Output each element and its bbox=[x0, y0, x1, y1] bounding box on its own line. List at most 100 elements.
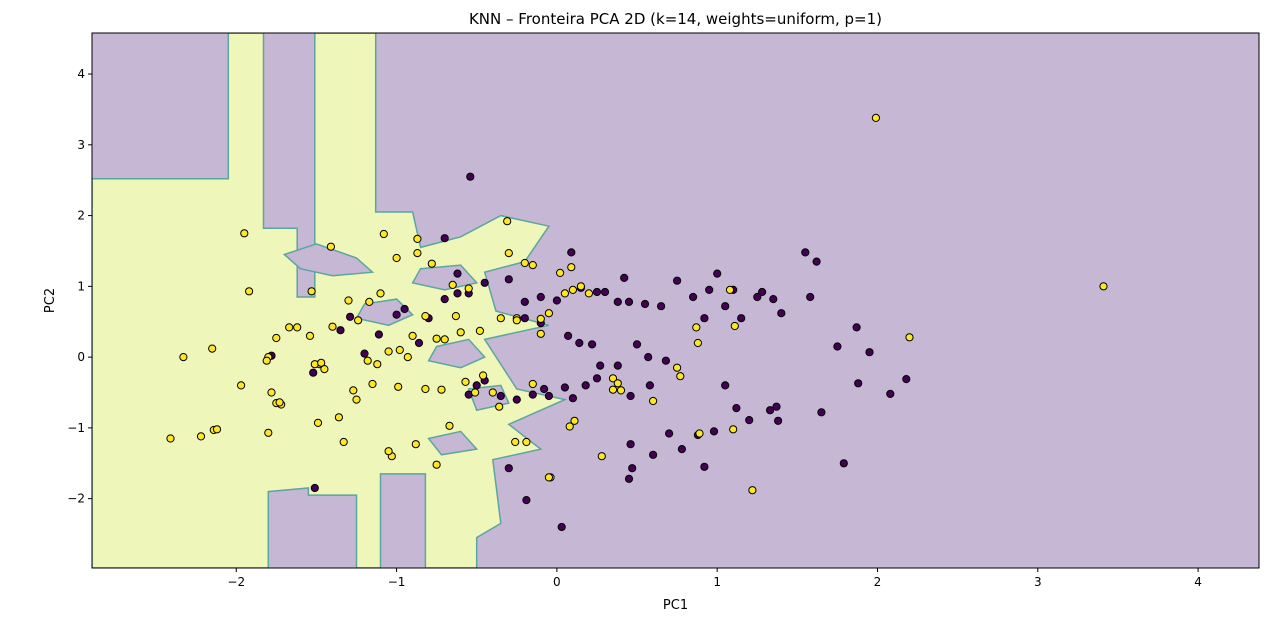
data-point-class-1 bbox=[456, 328, 465, 337]
data-point-class-1 bbox=[495, 402, 504, 411]
data-point-class-1 bbox=[528, 379, 537, 389]
data-point-class-0 bbox=[309, 368, 318, 377]
data-point-class-1 bbox=[673, 363, 682, 372]
data-point-class-1 bbox=[179, 353, 188, 362]
data-point-class-0 bbox=[360, 349, 369, 358]
data-point-class-1 bbox=[413, 249, 422, 258]
data-point-class-1 bbox=[536, 314, 545, 323]
data-point-class-1 bbox=[729, 425, 738, 434]
data-point-class-1 bbox=[544, 473, 554, 482]
data-point-class-1 bbox=[411, 440, 420, 449]
data-point-class-0 bbox=[392, 310, 401, 319]
data-point-class-0 bbox=[700, 314, 709, 323]
data-point-class-1 bbox=[245, 287, 254, 296]
data-point-class-1 bbox=[479, 371, 488, 380]
data-point-class-1 bbox=[427, 259, 436, 268]
data-point-class-1 bbox=[344, 296, 353, 305]
data-point-class-1 bbox=[373, 360, 382, 369]
data-point-class-1 bbox=[339, 437, 348, 447]
data-point-class-1 bbox=[584, 289, 594, 298]
data-point-class-0 bbox=[568, 394, 578, 403]
decision-region-class-0-island-3 bbox=[427, 338, 486, 369]
data-point-class-1 bbox=[368, 379, 377, 389]
x-tick-label: −1 bbox=[388, 575, 406, 589]
x-tick-label: 4 bbox=[1194, 575, 1202, 589]
data-point-class-0 bbox=[806, 292, 815, 302]
data-point-class-1 bbox=[568, 285, 578, 294]
data-point-class-0 bbox=[440, 234, 449, 243]
data-point-class-1 bbox=[317, 358, 326, 367]
data-point-class-1 bbox=[445, 421, 454, 430]
data-point-class-1 bbox=[522, 437, 531, 447]
data-point-class-0 bbox=[839, 459, 848, 468]
data-point-class-0 bbox=[705, 285, 714, 294]
data-point-class-1 bbox=[272, 333, 281, 343]
data-point-class-0 bbox=[552, 296, 562, 305]
data-point-class-1 bbox=[616, 386, 626, 395]
data-point-class-0 bbox=[310, 483, 319, 493]
data-point-class-1 bbox=[313, 418, 323, 427]
data-point-class-1 bbox=[328, 322, 337, 331]
data-point-class-0 bbox=[645, 381, 655, 390]
data-point-class-0 bbox=[346, 312, 355, 321]
data-point-class-0 bbox=[766, 406, 775, 415]
plot-frame bbox=[91, 32, 1260, 569]
data-point-class-0 bbox=[732, 404, 741, 413]
data-point-class-1 bbox=[403, 353, 412, 362]
data-point-class-1 bbox=[512, 316, 521, 325]
data-point-class-0 bbox=[472, 381, 481, 390]
data-point-class-1 bbox=[432, 334, 441, 343]
data-point-class-1 bbox=[440, 335, 449, 344]
data-point-class-1 bbox=[384, 447, 393, 456]
data-point-class-0 bbox=[512, 395, 521, 404]
data-point-class-1 bbox=[471, 388, 480, 397]
data-point-class-1 bbox=[520, 258, 529, 268]
data-point-class-1 bbox=[305, 331, 315, 340]
data-point-class-0 bbox=[745, 416, 754, 425]
data-point-class-1 bbox=[354, 316, 363, 325]
data-point-class-1 bbox=[725, 285, 735, 294]
data-point-class-1 bbox=[536, 329, 545, 338]
data-point-class-1 bbox=[503, 217, 512, 226]
x-tick-label: 3 bbox=[1034, 575, 1042, 589]
x-tick-label: 2 bbox=[874, 575, 882, 589]
data-point-class-1 bbox=[730, 321, 739, 331]
data-point-class-1 bbox=[597, 452, 606, 461]
data-point-class-1 bbox=[608, 374, 618, 383]
y-tick-label: −1 bbox=[67, 421, 85, 435]
data-point-class-1 bbox=[565, 422, 574, 431]
y-tick-label: 1 bbox=[77, 279, 85, 293]
data-point-class-1 bbox=[1099, 282, 1108, 291]
decision-regions bbox=[92, 33, 568, 568]
data-point-class-1 bbox=[208, 344, 217, 353]
chart-title: KNN – Fronteira PCA 2D (k=14, weights=un… bbox=[469, 10, 882, 28]
data-point-class-1 bbox=[437, 385, 446, 394]
x-tick-label: −2 bbox=[227, 575, 245, 589]
data-point-class-1 bbox=[363, 356, 372, 365]
data-point-class-1 bbox=[421, 384, 430, 394]
data-point-class-0 bbox=[700, 462, 709, 471]
data-point-class-1 bbox=[692, 323, 701, 332]
data-point-class-0 bbox=[657, 302, 666, 311]
data-point-class-0 bbox=[557, 522, 566, 532]
data-point-class-0 bbox=[540, 384, 549, 394]
data-point-class-1 bbox=[349, 386, 358, 395]
y-axis-label: PC2 bbox=[43, 288, 58, 313]
data-point-class-0 bbox=[581, 381, 590, 390]
y-tick-label: −2 bbox=[67, 492, 85, 506]
data-point-class-0 bbox=[624, 297, 634, 306]
data-point-class-0 bbox=[620, 273, 629, 282]
data-point-class-1 bbox=[613, 379, 622, 388]
data-point-class-0 bbox=[596, 361, 605, 370]
data-point-class-0 bbox=[626, 440, 635, 449]
decision-region-class-0-island-5 bbox=[427, 430, 479, 456]
data-point-class-1 bbox=[413, 234, 422, 243]
x-tick-label: 1 bbox=[713, 575, 721, 589]
data-point-class-1 bbox=[475, 326, 484, 335]
data-point-class-1 bbox=[570, 416, 579, 425]
y-tick-label: 0 bbox=[77, 350, 85, 364]
data-point-class-1 bbox=[504, 249, 513, 258]
data-point-class-1 bbox=[448, 280, 457, 289]
data-point-class-1 bbox=[334, 413, 343, 422]
